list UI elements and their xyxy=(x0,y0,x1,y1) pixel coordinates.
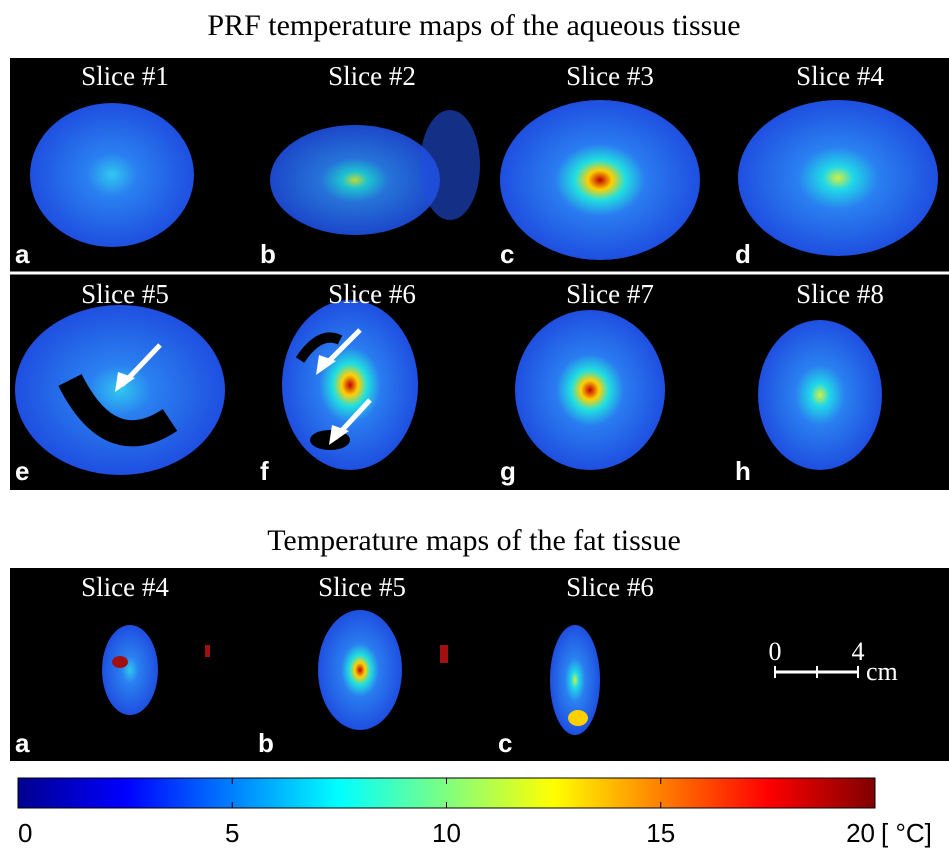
panel-letter: b xyxy=(258,728,274,758)
slice-label: Slice #5 xyxy=(81,279,169,309)
scale-start: 0 xyxy=(769,637,782,666)
colorbar-unit: [ °C] xyxy=(881,818,932,848)
tick-label: 20 xyxy=(846,818,875,848)
tick-label: 10 xyxy=(432,818,461,848)
slice-label: Slice #1 xyxy=(81,61,169,91)
fat-panel xyxy=(10,568,949,761)
panel-letter: d xyxy=(735,239,751,269)
panel-letter: f xyxy=(260,456,269,486)
slice-label: Slice #2 xyxy=(328,61,416,91)
tick-label: 15 xyxy=(646,818,675,848)
panel-letter: b xyxy=(260,239,276,269)
scale-end: 4 xyxy=(852,637,865,666)
fat-images xyxy=(102,610,600,735)
panel-letter: a xyxy=(15,728,30,758)
scale-unit: cm xyxy=(866,657,898,686)
slice-label: Slice #4 xyxy=(796,61,884,91)
aqueous-images xyxy=(15,98,938,475)
slice-label: Slice #8 xyxy=(796,279,884,309)
slice-label: Slice #5 xyxy=(318,572,406,602)
panel-letter: c xyxy=(498,728,512,758)
panel-letter: e xyxy=(15,456,29,486)
slice-label: Slice #6 xyxy=(328,279,416,309)
slice-label: Slice #3 xyxy=(566,61,654,91)
panel-letter: g xyxy=(500,456,516,486)
panel-letter: c xyxy=(500,239,514,269)
tick-label: 5 xyxy=(225,818,239,848)
panel-letter: h xyxy=(735,456,751,486)
fat-title: Temperature maps of the fat tissue xyxy=(267,524,681,557)
panel-letter: a xyxy=(15,239,30,269)
title: PRF temperature maps of the aqueous tiss… xyxy=(207,9,740,42)
slice-label: Slice #6 xyxy=(566,572,654,602)
tick-label: 0 xyxy=(18,818,32,848)
slice-label: Slice #4 xyxy=(81,572,169,602)
slice-label: Slice #7 xyxy=(566,279,654,309)
scale-bar: 0 4 cm xyxy=(769,637,898,686)
